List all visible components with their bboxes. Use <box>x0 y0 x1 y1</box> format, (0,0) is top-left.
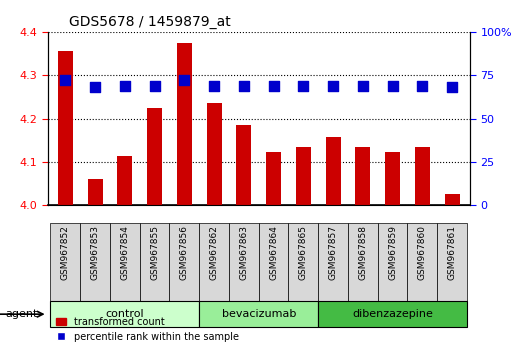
Bar <box>177 43 192 205</box>
Text: GSM967856: GSM967856 <box>180 225 189 280</box>
Text: GSM967855: GSM967855 <box>150 225 159 280</box>
FancyBboxPatch shape <box>140 223 169 301</box>
Point <box>150 83 159 88</box>
Bar <box>237 125 251 205</box>
Bar <box>266 152 281 205</box>
Text: GSM967858: GSM967858 <box>359 225 367 280</box>
Point <box>210 83 218 88</box>
FancyBboxPatch shape <box>348 223 378 301</box>
Text: GSM967861: GSM967861 <box>448 225 457 280</box>
FancyBboxPatch shape <box>169 223 199 301</box>
Text: GSM967859: GSM967859 <box>388 225 397 280</box>
FancyBboxPatch shape <box>378 223 408 301</box>
Point <box>180 78 188 83</box>
Text: bevacizumab: bevacizumab <box>222 309 296 319</box>
Text: GSM967854: GSM967854 <box>120 225 129 280</box>
Point <box>240 83 248 88</box>
FancyBboxPatch shape <box>437 223 467 301</box>
FancyBboxPatch shape <box>229 223 259 301</box>
Bar <box>147 108 162 205</box>
Bar <box>415 147 430 205</box>
FancyBboxPatch shape <box>288 223 318 301</box>
Point <box>120 83 129 88</box>
Text: GSM967857: GSM967857 <box>328 225 337 280</box>
Text: GSM967863: GSM967863 <box>239 225 248 280</box>
Point <box>299 83 308 88</box>
FancyBboxPatch shape <box>199 301 318 327</box>
Text: control: control <box>106 309 144 319</box>
Text: GSM967862: GSM967862 <box>210 225 219 280</box>
Bar <box>117 156 133 205</box>
FancyBboxPatch shape <box>51 223 80 301</box>
Point <box>61 78 70 83</box>
Text: GSM967865: GSM967865 <box>299 225 308 280</box>
FancyBboxPatch shape <box>318 223 348 301</box>
Bar <box>88 179 102 205</box>
Bar <box>296 147 311 205</box>
FancyBboxPatch shape <box>259 223 288 301</box>
Text: GSM967853: GSM967853 <box>91 225 100 280</box>
FancyBboxPatch shape <box>80 223 110 301</box>
Bar <box>58 51 73 205</box>
Text: agent: agent <box>5 309 37 319</box>
Bar <box>355 147 370 205</box>
Text: GSM967852: GSM967852 <box>61 225 70 280</box>
Bar <box>445 194 459 205</box>
Legend: transformed count, percentile rank within the sample: transformed count, percentile rank withi… <box>52 313 243 346</box>
Bar <box>206 103 222 205</box>
Text: GSM967860: GSM967860 <box>418 225 427 280</box>
Text: dibenzazepine: dibenzazepine <box>352 309 433 319</box>
Point <box>448 85 456 90</box>
Bar <box>326 137 341 205</box>
Point <box>418 83 427 88</box>
FancyBboxPatch shape <box>318 301 467 327</box>
Point <box>91 85 99 90</box>
Text: GSM967864: GSM967864 <box>269 225 278 280</box>
FancyBboxPatch shape <box>51 301 199 327</box>
FancyBboxPatch shape <box>110 223 140 301</box>
FancyBboxPatch shape <box>408 223 437 301</box>
FancyBboxPatch shape <box>199 223 229 301</box>
Point <box>269 83 278 88</box>
Point <box>359 83 367 88</box>
Text: GDS5678 / 1459879_at: GDS5678 / 1459879_at <box>69 16 230 29</box>
Bar <box>385 152 400 205</box>
Point <box>329 83 337 88</box>
Point <box>389 83 397 88</box>
